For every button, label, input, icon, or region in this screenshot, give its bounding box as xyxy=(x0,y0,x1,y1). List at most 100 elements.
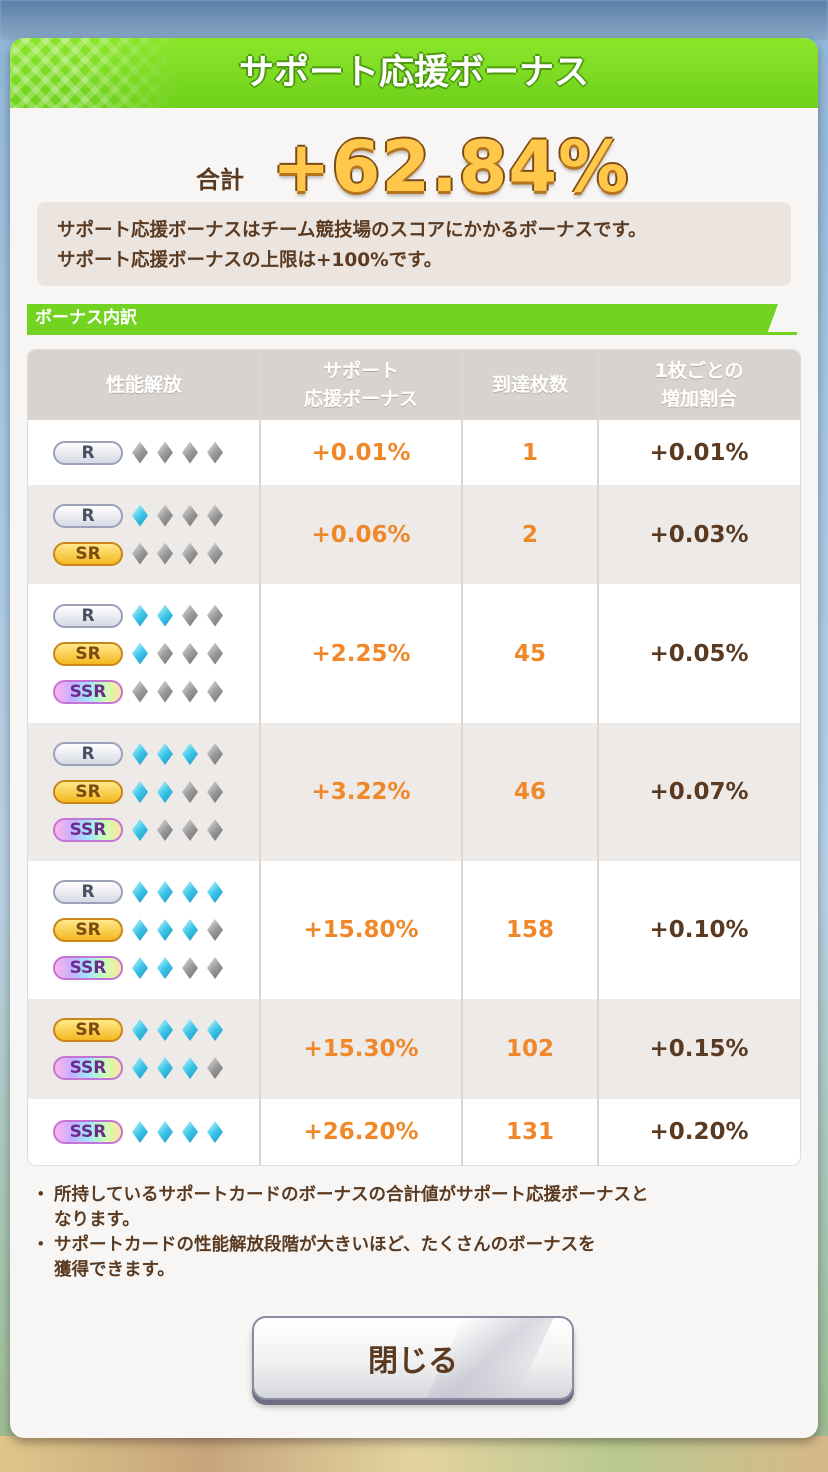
blue-diamond-gem-icon xyxy=(132,604,148,627)
footnote-1: 所持しているサポートカードのボーナスの合計値がサポート応援ボーナスと なります。 xyxy=(32,1183,792,1233)
rarity-unlock-sr: SR xyxy=(53,640,232,668)
rarity-unlock-r: R xyxy=(53,740,232,768)
rarity-badge-ssr: SSR xyxy=(53,1056,123,1080)
rarity-badge-ssr: SSR xyxy=(53,1120,123,1144)
rarity-unlock-r: R xyxy=(53,878,232,906)
unlock-gems xyxy=(132,1057,232,1079)
unlock-gems xyxy=(132,680,232,703)
blue-diamond-gem-icon xyxy=(182,1057,198,1079)
gray-diamond-gem-icon xyxy=(182,680,198,703)
gray-diamond-gem-icon xyxy=(157,504,173,527)
gray-diamond-gem-icon xyxy=(132,542,148,565)
header-bonus-line1: サポート xyxy=(322,360,399,382)
unlock-gems xyxy=(132,504,232,527)
unlock-gems xyxy=(132,542,232,565)
close-button-label: 閉じる xyxy=(368,1344,458,1379)
gray-diamond-gem-icon xyxy=(207,542,223,565)
background-top xyxy=(0,0,828,40)
rarity-badge-ssr: SSR xyxy=(53,679,123,704)
rarity-badge-ssr: SSR xyxy=(53,956,123,980)
gray-diamond-gem-icon xyxy=(207,604,223,627)
rarity-unlock-ssr: SSR xyxy=(53,678,232,706)
total-row: 合計 +62.84% xyxy=(10,126,818,208)
header-rate-line2: 増加割合 xyxy=(660,388,737,410)
gray-diamond-gem-icon xyxy=(207,441,223,464)
bonus-value: +15.30% xyxy=(303,1036,419,1062)
rarity-unlock-r: R xyxy=(53,602,232,630)
close-button[interactable]: 閉じる xyxy=(252,1316,574,1400)
gray-diamond-gem-icon xyxy=(182,604,198,627)
unlock-gems xyxy=(132,919,232,941)
rate-value: +0.03% xyxy=(649,521,749,548)
unlock-gems xyxy=(132,881,232,903)
gray-diamond-gem-icon xyxy=(207,504,223,527)
rate-value: +0.20% xyxy=(649,1119,749,1145)
unlock-gems xyxy=(132,1121,232,1143)
rarity-unlock-r: R xyxy=(53,439,232,467)
rarity-badge-r: R xyxy=(53,603,123,628)
gray-diamond-gem-icon xyxy=(207,642,223,665)
gray-diamond-gem-icon xyxy=(182,819,198,841)
unlock-gems xyxy=(132,441,232,464)
rarity-unlock-ssr: SSR xyxy=(53,1118,232,1146)
blue-diamond-gem-icon xyxy=(182,1019,198,1041)
blue-diamond-gem-icon xyxy=(157,743,173,765)
count-value: 46 xyxy=(513,779,546,805)
blue-diamond-gem-icon xyxy=(157,919,173,941)
rarity-badge-sr: SR xyxy=(53,780,123,804)
gray-diamond-gem-icon xyxy=(157,542,173,565)
blue-diamond-gem-icon xyxy=(207,1019,223,1041)
blue-diamond-gem-icon xyxy=(157,604,173,627)
gray-diamond-gem-icon xyxy=(157,680,173,703)
blue-diamond-gem-icon xyxy=(132,819,148,841)
notice-line-2: サポート応援ボーナスの上限は+100%です。 xyxy=(57,250,443,271)
blue-diamond-gem-icon xyxy=(207,881,223,903)
gray-diamond-gem-icon xyxy=(182,441,198,464)
rarity-badge-r: R xyxy=(53,440,123,465)
blue-diamond-gem-icon xyxy=(207,1121,223,1143)
blue-diamond-gem-icon xyxy=(132,781,148,803)
count-value: 2 xyxy=(521,521,538,548)
rarity-unlock-sr: SR xyxy=(53,1016,232,1044)
table-row: R SR SSR +15.80% 158 +0.10% xyxy=(28,861,800,999)
total-value: +62.84% xyxy=(272,126,630,208)
header-rate: 1枚ごとの 増加割合 xyxy=(598,350,800,420)
gray-diamond-gem-icon xyxy=(182,642,198,665)
rarity-badge-ssr: SSR xyxy=(53,818,123,842)
blue-diamond-gem-icon xyxy=(132,1121,148,1143)
rate-value: +0.10% xyxy=(649,917,749,943)
gray-diamond-gem-icon xyxy=(207,919,223,941)
rarity-unlock-ssr: SSR xyxy=(53,1054,232,1082)
rarity-badge-sr: SR xyxy=(53,1018,123,1042)
dialog-header: サポート応援ボーナス xyxy=(10,38,818,108)
gray-diamond-gem-icon xyxy=(182,781,198,803)
gray-diamond-gem-icon xyxy=(207,781,223,803)
blue-diamond-gem-icon xyxy=(132,1057,148,1079)
rarity-badge-sr: SR xyxy=(53,641,123,666)
notice-line-1: サポート応援ボーナスはチーム競技場のスコアにかかるボーナスです。 xyxy=(57,220,647,241)
unlock-gems xyxy=(132,743,232,765)
table-header: 性能解放 サポート 応援ボーナス 到達枚数 1枚ごとの 増加割合 xyxy=(28,350,800,420)
dialog-title: サポート応援ボーナス xyxy=(238,53,589,93)
unlock-gems xyxy=(132,1019,232,1041)
blue-diamond-gem-icon xyxy=(182,1121,198,1143)
gray-diamond-gem-icon xyxy=(157,642,173,665)
blue-diamond-gem-icon xyxy=(182,743,198,765)
gray-diamond-gem-icon xyxy=(207,680,223,703)
support-bonus-dialog: サポート応援ボーナス 合計 +62.84% サポート応援ボーナスはチーム競技場の… xyxy=(10,38,818,1438)
bonus-value: +3.22% xyxy=(311,779,411,805)
table-row: SSR +26.20% 131 +0.20% xyxy=(28,1099,800,1165)
table-row: SR SSR +15.30% 102 +0.15% xyxy=(28,999,800,1099)
rarity-badge-sr: SR xyxy=(53,918,123,942)
table-row: R SR SSR +3.22% 46 +0.07% xyxy=(28,723,800,861)
header-pattern xyxy=(10,38,180,108)
unlock-gems xyxy=(132,604,232,627)
count-value: 1 xyxy=(521,439,538,466)
footnotes: 所持しているサポートカードのボーナスの合計値がサポート応援ボーナスと なります。… xyxy=(32,1183,792,1283)
column-divider xyxy=(461,350,463,1165)
bonus-value: +2.25% xyxy=(311,640,411,667)
header-bonus-line2: 応援ボーナス xyxy=(303,388,418,410)
rate-value: +0.15% xyxy=(649,1036,749,1062)
gray-diamond-gem-icon xyxy=(157,441,173,464)
gray-diamond-gem-icon xyxy=(157,819,173,841)
